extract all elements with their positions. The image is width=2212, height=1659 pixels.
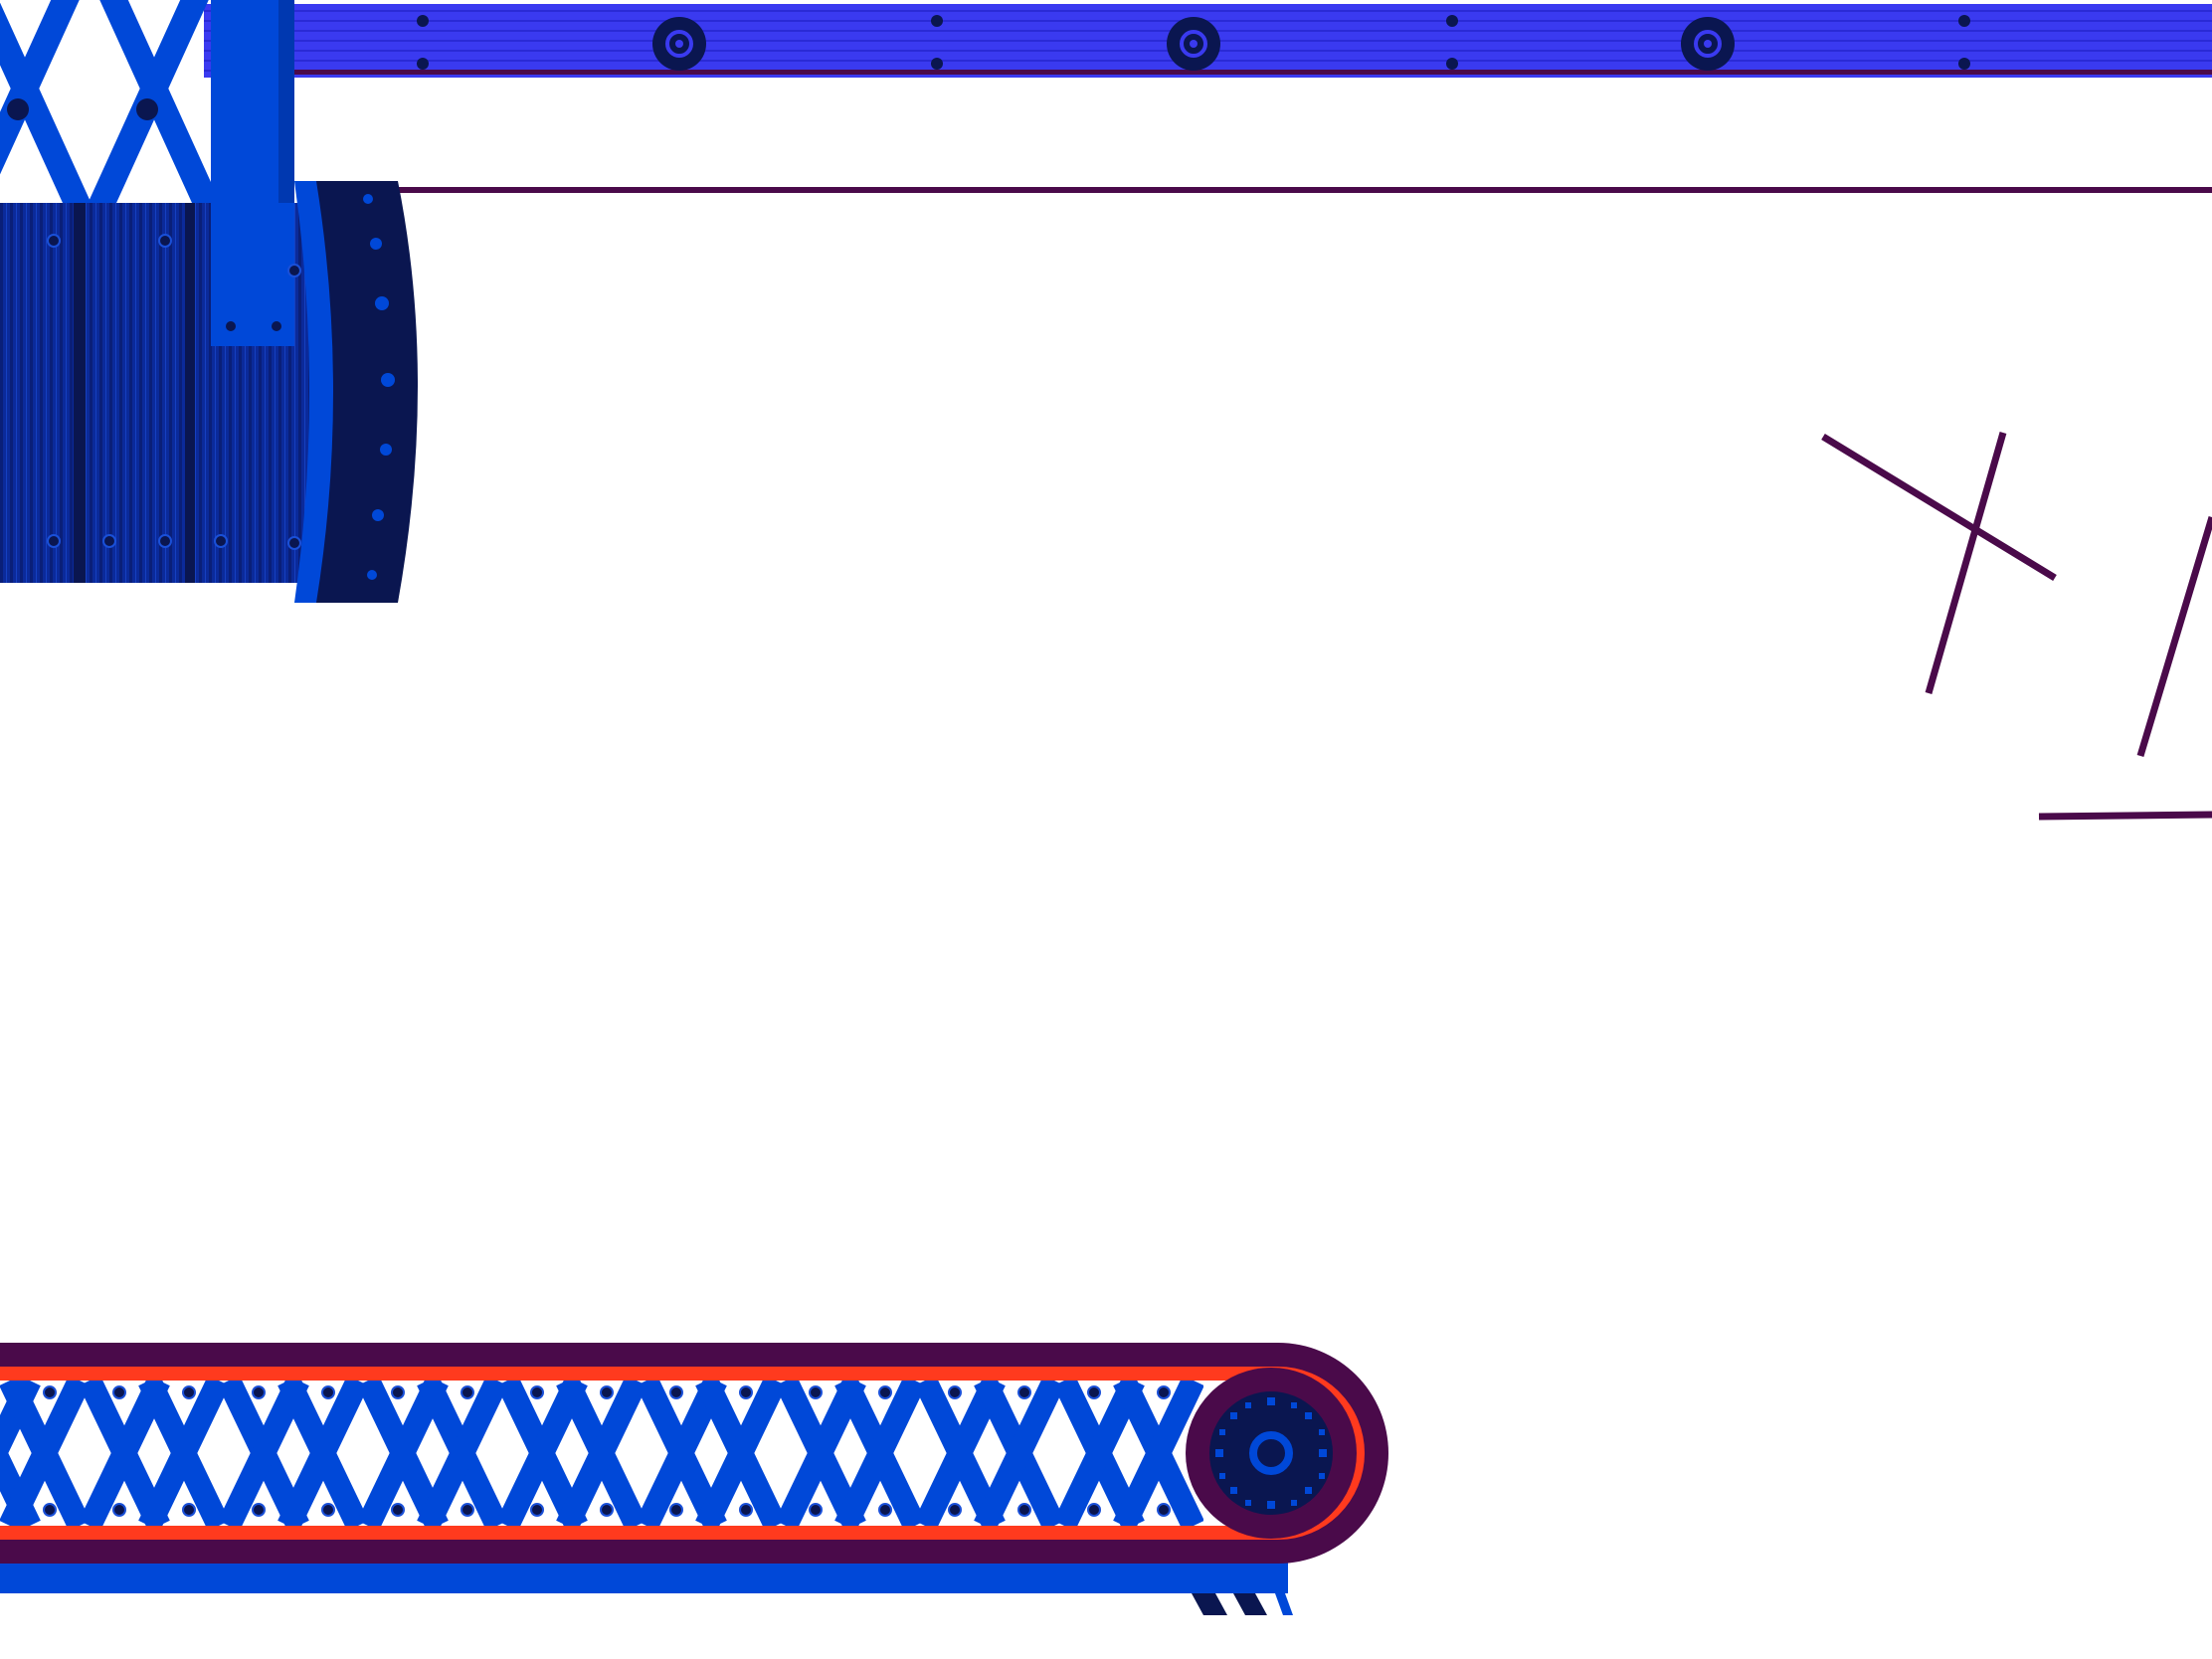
- decorative-line: [2038, 811, 2212, 821]
- rail-wheel: [1681, 17, 1735, 71]
- grabber-end-cap: [294, 181, 418, 603]
- rail-wheel: [1167, 17, 1220, 71]
- lattice-bolt: [7, 98, 29, 120]
- decorative-lines: [1821, 432, 2212, 821]
- scissor-lattice: [0, 0, 221, 215]
- conveyor-leg: [1275, 1593, 1293, 1615]
- belt-lattice: [0, 1381, 1203, 1526]
- telescoping-arm: [0, 0, 418, 603]
- decorative-line: [1821, 434, 2057, 581]
- conveyor-leg: [1192, 1593, 1227, 1615]
- decorative-line: [1925, 432, 2007, 694]
- gear-wheel-icon: [1186, 1368, 1357, 1539]
- rail-wheel: [652, 17, 706, 71]
- grabber-rivets: [47, 234, 301, 550]
- rail-thin-line: [398, 187, 2212, 193]
- rail-bolts: [417, 15, 1970, 70]
- rail-lower-edge: [278, 70, 2212, 75]
- decorative-line: [2136, 515, 2212, 758]
- belt-rivets: [43, 1385, 1171, 1517]
- arm-post-lower: [211, 203, 294, 346]
- conveyor-belt: [0, 1343, 1388, 1615]
- conveyor-leg: [1233, 1593, 1267, 1615]
- ceiling-rail: [204, 4, 2212, 193]
- lattice-bolt: [136, 98, 158, 120]
